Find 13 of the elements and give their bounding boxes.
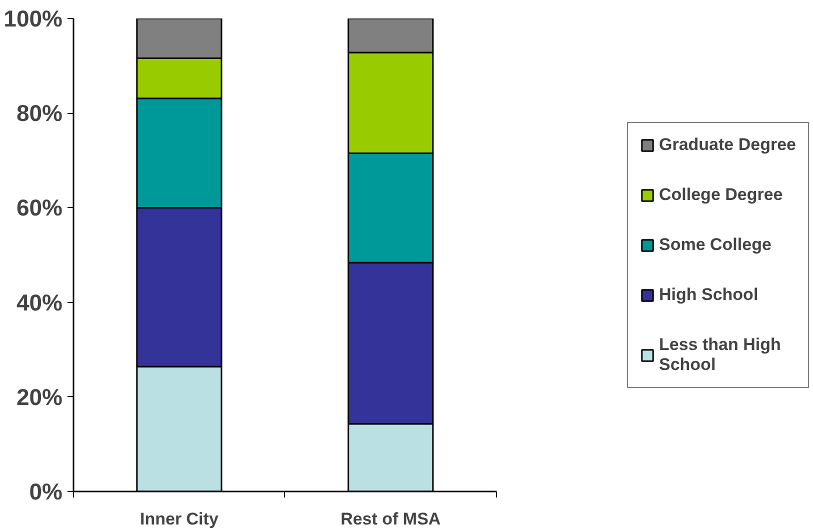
y-tick-label: 60% [16, 194, 63, 221]
legend-label: Graduate Degree [659, 134, 796, 154]
y-tick-label: 0% [29, 478, 63, 504]
x-tick-label: Rest of MSA [340, 510, 441, 528]
legend-label: High School [659, 284, 758, 304]
x-tick-label: Inner City [140, 510, 219, 528]
y-tick-label: 40% [16, 289, 63, 316]
legend-label: Some College [659, 234, 772, 254]
legend-label: Less than High School [659, 334, 781, 374]
y-tick-label: 20% [16, 384, 63, 410]
y-tick-label: 80% [16, 100, 63, 126]
y-tick-label: 100% [4, 6, 63, 32]
legend-label: College Degree [659, 184, 783, 204]
